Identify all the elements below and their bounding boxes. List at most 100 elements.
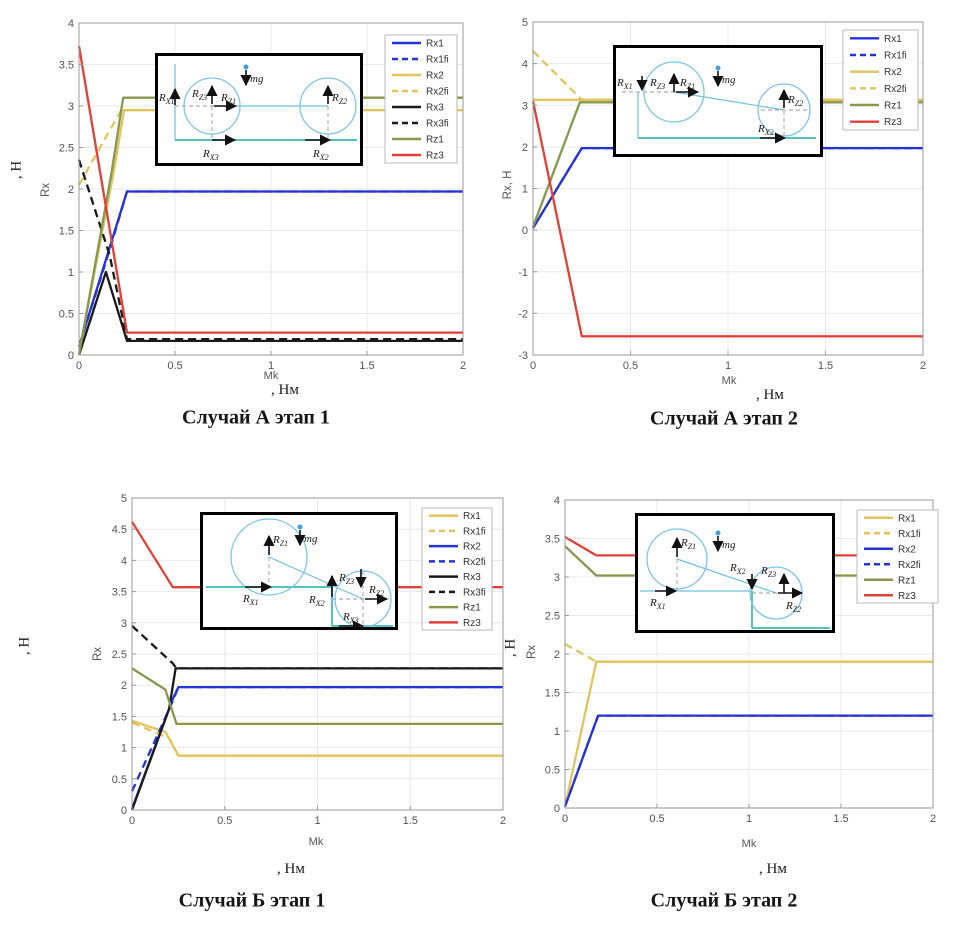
- y-tick-label: 1.5: [59, 226, 74, 238]
- caption-a1: Случай А этап 1: [182, 406, 330, 429]
- y-tick-label: -2: [518, 308, 528, 320]
- x-unit-b2: , Нм: [759, 861, 787, 877]
- label-rz3: RZ3: [191, 88, 207, 102]
- label-mg: mg: [250, 73, 264, 85]
- link-line: [673, 91, 785, 111]
- x-tick-label: 2: [500, 815, 506, 827]
- y-unit-b1: , Н: [16, 636, 33, 656]
- y-tick-label: 1.5: [112, 711, 127, 723]
- y-tick-label: -3: [518, 350, 528, 362]
- legend-label-Rz1: Rz1: [884, 101, 902, 112]
- x-tick-label: 1: [746, 813, 752, 825]
- legend-label-Rz3: Rz3: [884, 117, 902, 128]
- label-mg: mg: [722, 74, 736, 86]
- legend-label-Rx1: Rx1: [463, 511, 481, 522]
- y-tick-label: 3.5: [545, 534, 560, 546]
- link-line: [268, 556, 364, 600]
- x-tick-label: 0.5: [623, 360, 638, 372]
- y-tick-label: 2: [68, 184, 74, 196]
- y-axis-label-b2: Rx: [526, 644, 538, 660]
- inset-diagram-a2: mg RX1 RZ3 RZ1 RZ2 RX2: [613, 45, 823, 157]
- label-rx1: RX1: [158, 92, 175, 106]
- y-tick-label: 2.5: [59, 143, 74, 155]
- y-tick-label: 5: [522, 17, 528, 29]
- legend-label-Rx3fi: Rx3fi: [426, 119, 449, 130]
- x-unit-b1: , Нм: [277, 861, 305, 877]
- y-tick-label: 1: [68, 267, 74, 279]
- legend-label-Rx2: Rx2: [426, 71, 444, 82]
- y-tick-label: 0.5: [112, 774, 127, 786]
- x-axis-label: Mk: [309, 836, 324, 848]
- legend-label-Rz1: Rz1: [898, 575, 916, 586]
- mg-dot: [715, 530, 721, 536]
- x-tick-label: 1.5: [833, 813, 848, 825]
- legend-label-Rx1fi: Rx1fi: [884, 51, 907, 62]
- y-tick-label: 0: [522, 225, 528, 237]
- x-tick-label: 2: [920, 360, 926, 372]
- y-tick-label: 0.5: [545, 765, 560, 777]
- y-tick-label: 2: [522, 142, 528, 154]
- label-rz1: RZ1: [272, 534, 288, 548]
- y-tick-label: 1: [522, 184, 528, 196]
- series-Rz3: [531, 100, 923, 338]
- series-Rx1fi: [532, 146, 923, 229]
- legend-label-Rz3: Rz3: [426, 151, 444, 162]
- legend-label-Rx2: Rx2: [898, 544, 916, 555]
- series-Rx1fi: [131, 721, 503, 757]
- x-axis-label: Mk: [264, 370, 279, 382]
- y-tick-label: 1: [554, 726, 560, 738]
- y-tick-label: 3.5: [112, 587, 127, 599]
- x-tick-label: 0: [76, 360, 82, 372]
- legend-label-Rz3: Rz3: [463, 618, 481, 629]
- label-rx1: RX1: [649, 597, 666, 611]
- y-tick-label: 4.5: [112, 524, 127, 536]
- y-tick-label: 0.5: [59, 309, 74, 321]
- panel-b2: 0 0.5 1 1.5 2 0 0.5 1 1.5 2 2.5 3 3.5 4 Mk Rx1 Rx1fi Rx2 R…: [545, 495, 939, 850]
- x-tick-label: 0: [562, 813, 568, 825]
- y-tick-label: 2: [554, 649, 560, 661]
- legend-label-Rx1: Rx1: [426, 39, 444, 50]
- wheel-left: [643, 61, 705, 123]
- inset-diagram-b1: RZ1 mg RX1 RX2 RZ3 RZ2 RX3: [200, 512, 398, 630]
- label-rx2: RX2: [308, 594, 325, 608]
- y-axis-label-a2: Rx, Н: [502, 170, 514, 200]
- series-Rx1fi: [77, 190, 463, 348]
- legend-box: [842, 29, 919, 131]
- link-line: [676, 558, 777, 594]
- y-axis-label-a1: Rx: [40, 182, 52, 198]
- x-tick-label: 1.5: [818, 360, 833, 372]
- legend-label-Rz1: Rz1: [426, 135, 444, 146]
- series-Rx3fi: [77, 159, 463, 341]
- series-Rx3: [77, 270, 463, 356]
- label-rz1: RZ1: [679, 77, 695, 91]
- label-rx3: RX3: [202, 148, 219, 162]
- label-rx2: RX2: [729, 562, 746, 576]
- label-rx3: RX3: [342, 611, 359, 625]
- legend-label-Rx1fi: Rx1fi: [426, 55, 449, 66]
- mg-dot: [243, 64, 249, 70]
- y-tick-label: 1.5: [545, 688, 560, 700]
- label-mg: mg: [722, 539, 736, 551]
- series-Rx1fi: [564, 642, 933, 663]
- legend-label-Rx1: Rx1: [884, 34, 902, 45]
- x-tick-label: 1.5: [359, 360, 374, 372]
- legend-label-Rx1: Rx1: [898, 513, 916, 524]
- legend-label-Rx2fi: Rx2fi: [426, 87, 449, 98]
- legend-label-Rx2: Rx2: [463, 542, 481, 553]
- y-tick-label: -1: [518, 267, 528, 279]
- y-tick-label: 3: [554, 572, 560, 584]
- series-Rz1: [131, 667, 503, 726]
- label-rx1: RX1: [616, 77, 633, 91]
- mg-dot: [297, 524, 303, 530]
- x-tick-label: 0: [530, 360, 536, 372]
- caption-a2: Случай А этап 2: [650, 407, 798, 430]
- legend-label-Rx2fi: Rx2fi: [884, 84, 907, 95]
- x-tick-label: 1: [725, 360, 731, 372]
- y-tick-label: 3: [68, 101, 74, 113]
- y-tick-label: 4: [522, 59, 528, 71]
- label-rx1: RX1: [242, 593, 259, 607]
- y-tick-label: 4: [121, 555, 127, 567]
- y-tick-label: 3: [121, 618, 127, 630]
- legend-label-Rx2: Rx2: [884, 67, 902, 78]
